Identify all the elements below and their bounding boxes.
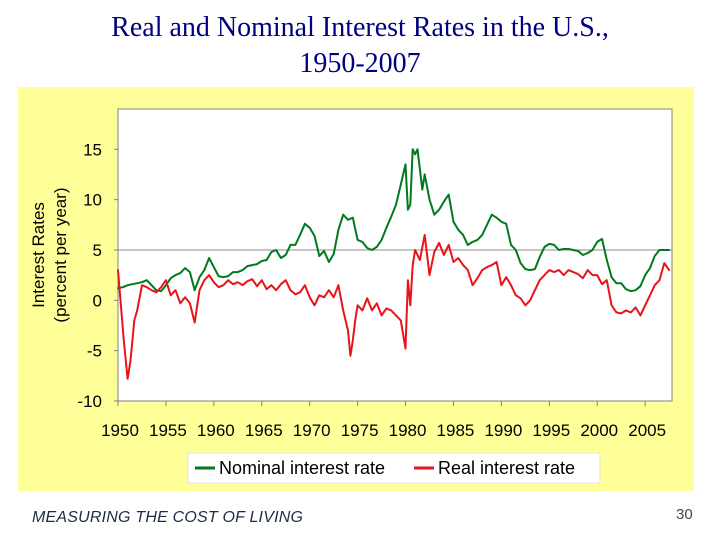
slide-title: Real and Nominal Interest Rates in the U… bbox=[0, 10, 720, 82]
x-tick-label: 1995 bbox=[532, 421, 570, 440]
x-tick-label: 1960 bbox=[197, 421, 235, 440]
y-tick-label: -10 bbox=[77, 392, 102, 411]
x-tick-label: 1980 bbox=[389, 421, 427, 440]
x-tick-label: 1950 bbox=[101, 421, 139, 440]
x-tick-label: 1965 bbox=[245, 421, 283, 440]
x-tick-label: 1955 bbox=[149, 421, 187, 440]
x-tick-label: 1970 bbox=[293, 421, 331, 440]
x-axis: 1950 1955 1960 1965 1970 1975 1980 1985 1990 1995… bbox=[101, 401, 666, 440]
y-tick-label: 15 bbox=[83, 140, 102, 159]
chart-svg: -10 -5 0 5 10 15 1950 1955 1960 1965 1970 1975 1980… bbox=[18, 87, 694, 491]
y-tick-label: 5 bbox=[93, 241, 102, 260]
page-number: 30 bbox=[676, 506, 693, 523]
y-axis-label-line-1: Interest Rates bbox=[29, 202, 48, 308]
x-tick-label: 1990 bbox=[484, 421, 522, 440]
y-axis: -10 -5 0 5 10 15 bbox=[77, 109, 119, 411]
legend-box bbox=[187, 452, 601, 484]
y-axis-label-line-2: (percent per year) bbox=[51, 187, 70, 322]
series-group bbox=[117, 148, 671, 380]
title-line-1: Real and Nominal Interest Rates in the U… bbox=[111, 12, 609, 43]
x-tick-label: 2000 bbox=[580, 421, 618, 440]
y-tick-label: -5 bbox=[87, 342, 102, 361]
x-tick-label: 1985 bbox=[437, 421, 475, 440]
title-line-2: 1950-2007 bbox=[299, 48, 421, 79]
y-tick-label: 10 bbox=[83, 191, 102, 210]
x-tick-label: 1975 bbox=[341, 421, 379, 440]
plot-area bbox=[117, 108, 673, 402]
chart-area: -10 -5 0 5 10 15 1950 1955 1960 1965 1970 1975 1980… bbox=[18, 87, 694, 491]
legend-label-real: Real interest rate bbox=[438, 458, 575, 478]
x-tick-label: 2005 bbox=[628, 421, 666, 440]
y-tick-label: 0 bbox=[93, 291, 102, 310]
series-line-nominal bbox=[117, 148, 671, 293]
series-line-real bbox=[117, 233, 671, 380]
legend: Nominal interest rate Real interest rate bbox=[187, 452, 601, 484]
legend-label-nominal: Nominal interest rate bbox=[219, 458, 385, 478]
footer-text: MEASURING THE COST OF LIVING bbox=[32, 509, 304, 526]
